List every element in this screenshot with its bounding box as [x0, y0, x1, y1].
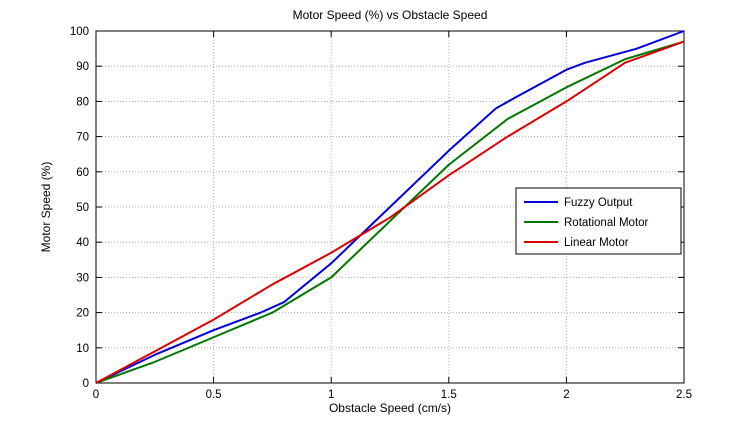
- y-tick-label: 40: [76, 237, 89, 249]
- x-tick-label: 0.5: [206, 389, 222, 401]
- legend-entry-label: Rotational Motor: [564, 217, 649, 229]
- x-axis-label: Obstacle Speed (cm/s): [328, 401, 452, 415]
- x-tick-label: 2.5: [676, 389, 692, 401]
- y-tick-label: 90: [76, 61, 89, 73]
- legend-entry-label: Linear Motor: [564, 237, 629, 249]
- legend-entry-label: Fuzzy Output: [564, 197, 633, 209]
- x-tick-label: 1: [328, 389, 334, 401]
- y-tick-label: 100: [70, 26, 89, 38]
- x-tick-label: 1.5: [441, 389, 457, 401]
- y-tick-label: 70: [76, 132, 89, 144]
- series-line-linear-motor: [95, 40, 685, 384]
- y-tick-label: 80: [76, 96, 89, 108]
- y-tick-label: 50: [76, 202, 89, 214]
- y-tick-label: 20: [76, 308, 89, 320]
- x-tick-label: 2: [563, 389, 569, 401]
- series-line-fuzzy-output: [95, 30, 685, 384]
- chart-title: Motor Speed (%) vs Obstacle Speed: [292, 8, 488, 22]
- series-line-rotational-motor: [95, 40, 685, 384]
- y-tick-label: 10: [76, 343, 89, 355]
- y-tick-label: 30: [76, 272, 89, 284]
- y-tick-label: 0: [83, 378, 89, 390]
- y-axis-label: Motor Speed (%): [39, 161, 53, 253]
- y-tick-label: 60: [76, 167, 89, 179]
- x-tick-label: 0: [93, 389, 99, 401]
